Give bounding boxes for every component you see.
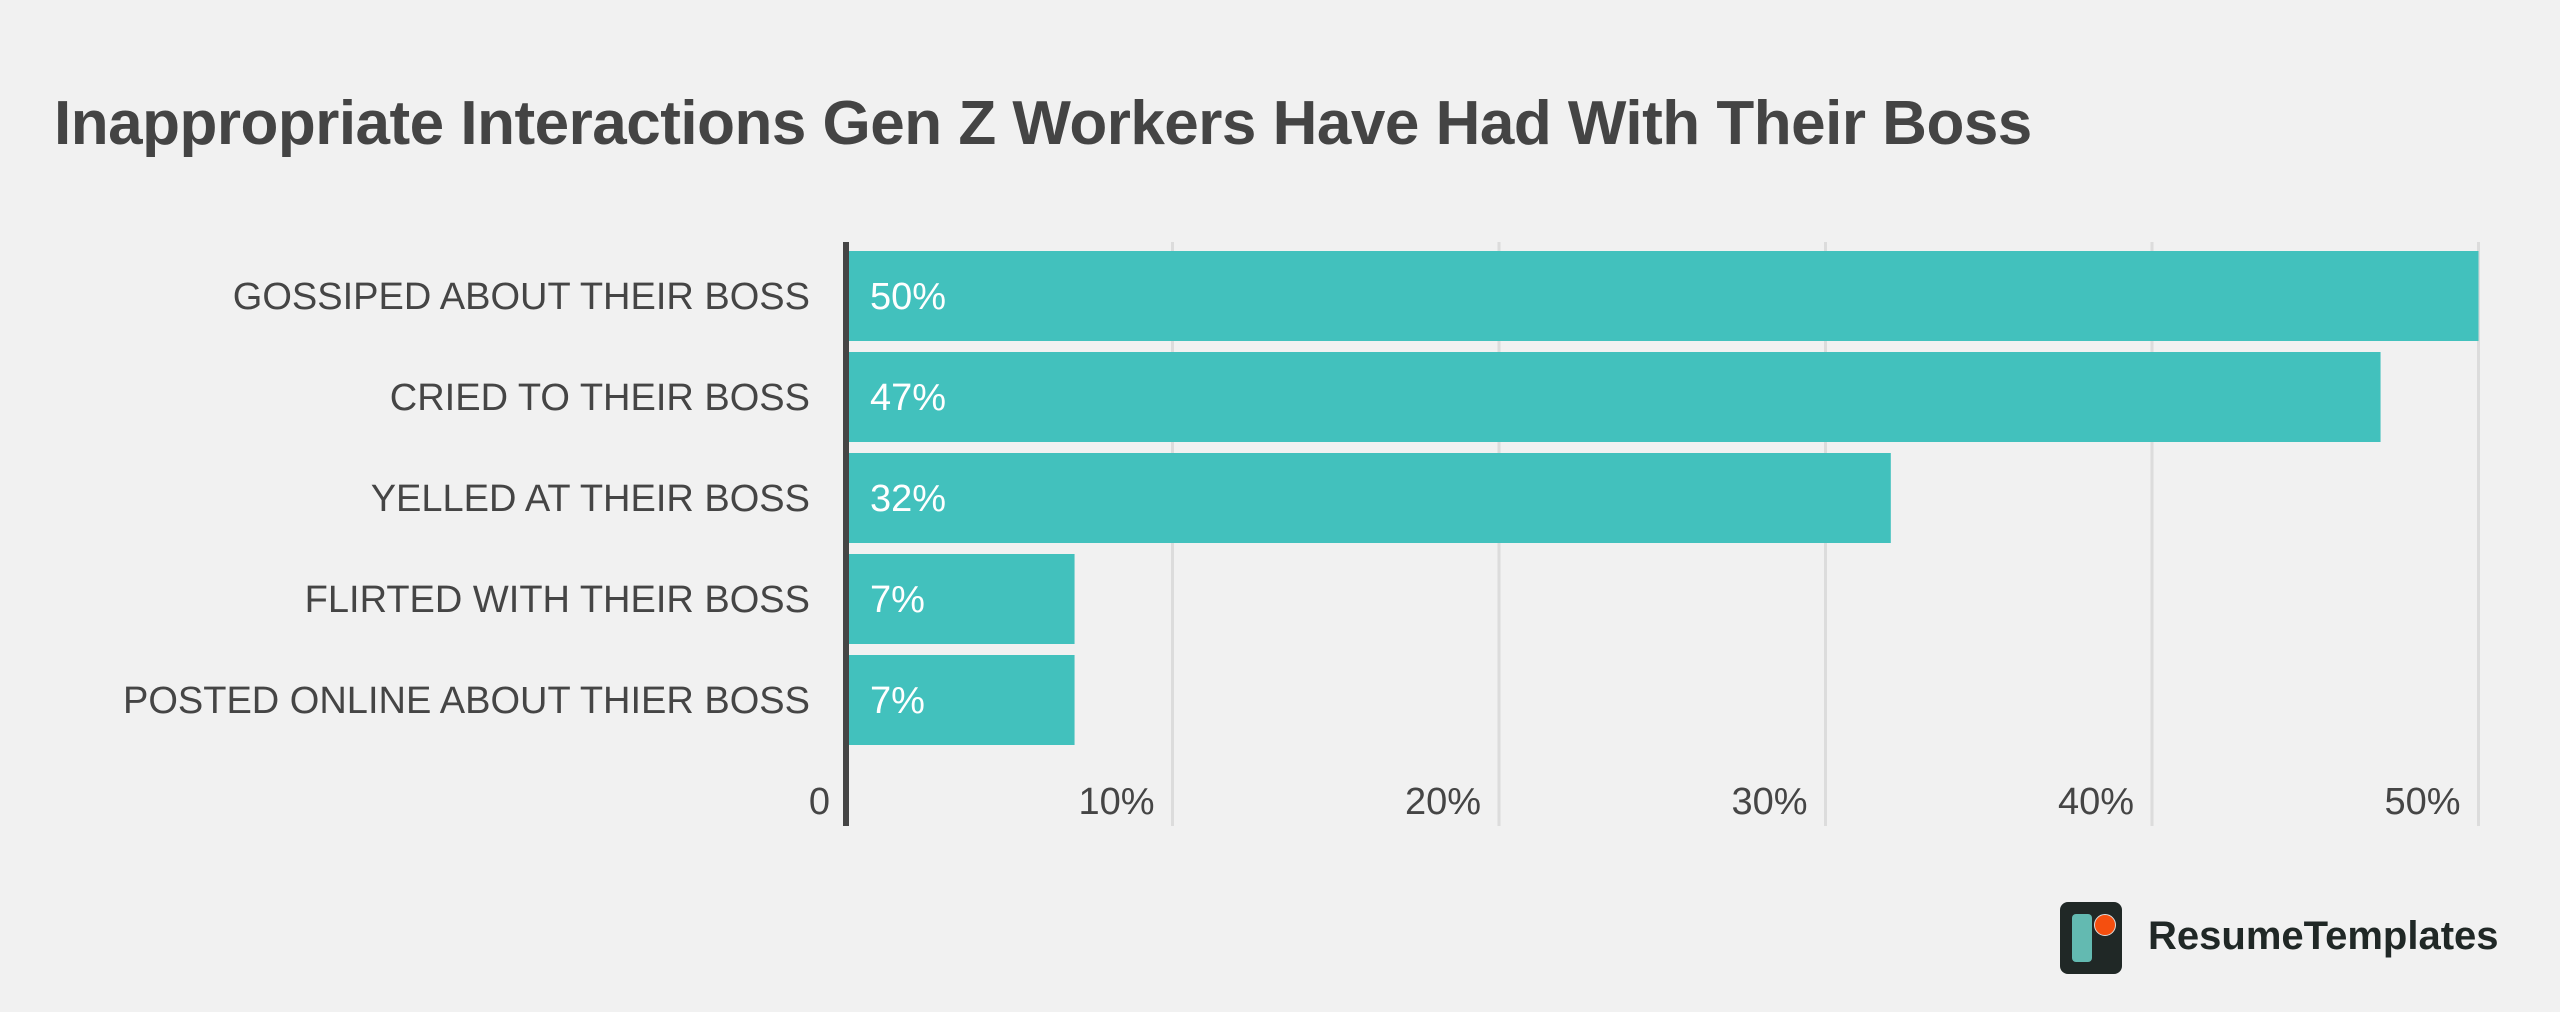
bar bbox=[849, 554, 1075, 644]
x-tick-label: 50% bbox=[2384, 781, 2460, 823]
bar bbox=[849, 352, 2381, 442]
category-label: FLIRTED WITH THEIR BOSS bbox=[305, 579, 810, 621]
category-label: GOSSIPED ABOUT THEIR BOSS bbox=[233, 276, 810, 318]
category-label: POSTED ONLINE ABOUT THIER BOSS bbox=[123, 680, 810, 722]
x-tick-label: 10% bbox=[1078, 781, 1154, 823]
bar bbox=[849, 251, 2479, 341]
value-label: 50% bbox=[870, 276, 946, 318]
bar bbox=[849, 453, 1891, 543]
x-tick-label: 30% bbox=[1731, 781, 1807, 823]
category-label: YELLED AT THEIR BOSS bbox=[371, 478, 810, 520]
category-label: CRIED TO THEIR BOSS bbox=[390, 377, 810, 419]
value-label: 7% bbox=[870, 579, 925, 621]
x-tick-label: 20% bbox=[1405, 781, 1481, 823]
value-label: 7% bbox=[870, 680, 925, 722]
bar bbox=[849, 655, 1075, 745]
value-label: 47% bbox=[870, 377, 946, 419]
x-tick-label: 40% bbox=[2058, 781, 2134, 823]
brand-name: ResumeTemplates bbox=[2148, 914, 2499, 958]
x-tick-label: 0 bbox=[809, 781, 830, 823]
value-label: 32% bbox=[870, 478, 946, 520]
resumetemplates-logo-icon bbox=[2060, 902, 2122, 974]
chart-title: Inappropriate Interactions Gen Z Workers… bbox=[54, 89, 2032, 158]
